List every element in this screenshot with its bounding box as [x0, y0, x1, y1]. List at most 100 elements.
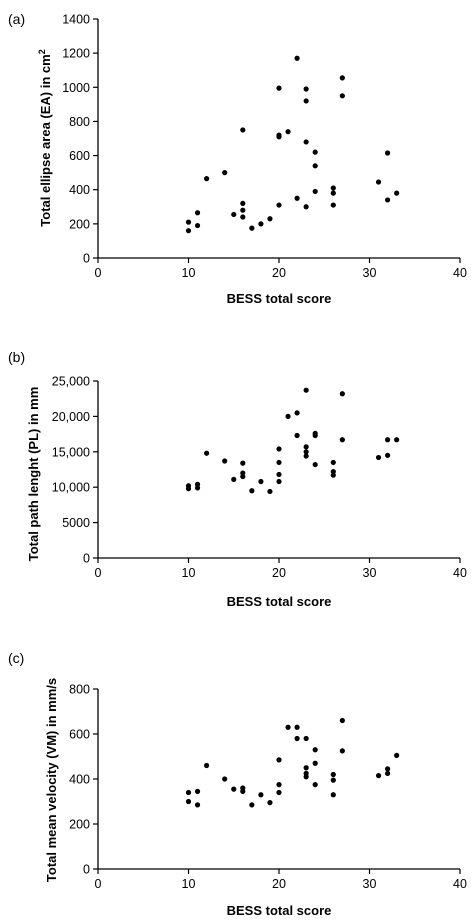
panel-a-data-point	[276, 202, 282, 208]
panel-b-data-point	[231, 476, 237, 483]
panel-a-y-tick-label: 600	[69, 149, 90, 163]
panel-c-x-tick-label: 20	[272, 877, 286, 891]
panel-a-data-point	[339, 75, 345, 81]
panel-c-data-point	[330, 777, 336, 783]
panel-c-data-point	[194, 788, 201, 794]
panel-b-data-point	[312, 461, 318, 468]
panel-c-data-point	[294, 724, 300, 730]
panel-b-data-point	[312, 432, 318, 439]
panel-a-data-point	[194, 210, 201, 216]
panel-a-data-point	[330, 185, 336, 191]
panel-a-data-point	[185, 219, 192, 225]
panel-b-x-tick-label: 30	[363, 566, 377, 580]
panel-c-data-point	[330, 792, 336, 798]
panel-c-y-tick-label: 400	[69, 773, 90, 787]
panel-a-x-tick-label: 40	[453, 266, 467, 280]
panel-b-x-tick-label: 40	[453, 566, 467, 580]
panel-b-data-point	[394, 437, 400, 443]
panel-a-data-point	[240, 207, 246, 213]
panel-c-data-point	[231, 786, 237, 792]
panel-c-y-tick-label: 0	[83, 863, 90, 877]
panel-a-data-point	[330, 202, 336, 208]
panel-c-data-point	[258, 792, 264, 798]
panel-c-data-point	[249, 802, 255, 808]
panel-a-y-tick-label: 400	[69, 183, 90, 197]
panel-c-y-tick-label: 600	[69, 728, 90, 742]
panel-c-data-point	[276, 782, 282, 788]
panel-a-data-point	[204, 176, 210, 182]
panel-b-data-point	[258, 478, 264, 485]
panel-a: (a) Total ellipse area (EA) in cm2 BESS …	[8, 11, 467, 306]
panel-b-data-point	[339, 437, 345, 443]
panel-a-y-tick-label: 0	[83, 252, 90, 266]
panel-c-data-point	[294, 735, 300, 742]
panel-b-label: (b)	[8, 349, 25, 365]
panel-b-data-point	[194, 485, 201, 491]
panel-b-axes: 0 5000 10,000 15,000 20,000 25,000 0 10 20 30 40	[52, 375, 467, 581]
panel-c-data-point	[267, 800, 273, 806]
panel-c-data-point	[240, 788, 246, 794]
panel-a-data-point	[222, 170, 228, 176]
panel-c-y-tick-label: 200	[69, 818, 90, 832]
panel-b-data-point	[240, 460, 246, 466]
panel-a-points	[185, 55, 400, 234]
panel-a-ylabel-superscript: 2	[37, 49, 47, 54]
panel-a-data-point	[240, 214, 246, 220]
panel-c-points	[185, 717, 400, 808]
panel-b-data-point	[294, 410, 300, 416]
panel-a-y-tick-label: 200	[69, 217, 90, 231]
panel-a-data-point	[294, 195, 300, 201]
panel-b-data-point	[385, 437, 391, 443]
panel-b-data-point	[303, 387, 309, 393]
panel-c-data-point	[385, 770, 391, 776]
panel-b-data-point	[330, 459, 336, 466]
panel-b-data-point	[222, 458, 228, 464]
panel-b-data-point	[204, 450, 210, 456]
panel-a-data-point	[249, 225, 255, 231]
panel-b-x-tick-label: 20	[272, 566, 286, 580]
panel-b-data-point	[276, 478, 282, 485]
panel-c-data-point	[303, 774, 309, 780]
panel-a-ylabel: Total ellipse area (EA) in cm2	[37, 49, 53, 226]
panel-a-x-tick-label: 20	[272, 266, 286, 280]
panel-a-data-point	[303, 98, 309, 104]
panel-a-y-tick-label: 1000	[62, 81, 90, 95]
panel-c-y-tick-label: 800	[69, 683, 90, 697]
panel-c-data-point	[312, 747, 318, 753]
panel-b-data-point	[303, 444, 309, 450]
panel-c-xlabel: BESS total score	[227, 903, 332, 918]
panel-a-y-tick-label: 800	[69, 115, 90, 129]
panel-a-data-point	[303, 86, 309, 92]
panel-a-axes: 0 200 400 600 800 1000 1200 1400 0 10 20 30 40	[62, 13, 467, 281]
panel-b-xlabel: BESS total score	[227, 594, 332, 609]
panel-a-data-point	[339, 93, 345, 99]
panel-b-data-point	[375, 454, 382, 461]
panel-c-data-point	[222, 776, 228, 782]
panel-b-y-tick-label: 0	[83, 552, 90, 566]
panel-c-label: (c)	[8, 650, 24, 666]
panel-a-data-point	[294, 55, 300, 61]
panel-c-data-point	[303, 735, 309, 742]
panel-b-data-point	[267, 488, 273, 495]
panel-c: (c) Total mean velocity (VM) in mm/s BES…	[8, 650, 467, 918]
panel-a-data-point	[394, 190, 400, 196]
panel-c-x-tick-label: 10	[182, 877, 196, 891]
panel-b-y-tick-label: 25,000	[52, 375, 90, 389]
panel-c-data-point	[194, 802, 201, 808]
panel-a-data-point	[194, 222, 201, 229]
panel-b-data-point	[385, 452, 391, 458]
panel-c-data-point	[312, 782, 318, 788]
panel-c-x-tick-label: 30	[363, 877, 377, 891]
panel-c-data-point	[394, 752, 400, 758]
panel-c-data-point	[330, 771, 336, 778]
panel-a-label: (a)	[8, 11, 25, 27]
panel-b-points	[185, 387, 400, 495]
panel-b-data-point	[276, 446, 282, 452]
panel-c-data-point	[312, 760, 318, 766]
panel-c-x-tick-label: 40	[453, 877, 467, 891]
panel-b-y-tick-label: 5000	[62, 516, 90, 530]
panel-c-data-point	[375, 773, 382, 779]
panel-a-x-tick-label: 10	[182, 266, 196, 280]
panel-b-data-point	[276, 459, 282, 466]
